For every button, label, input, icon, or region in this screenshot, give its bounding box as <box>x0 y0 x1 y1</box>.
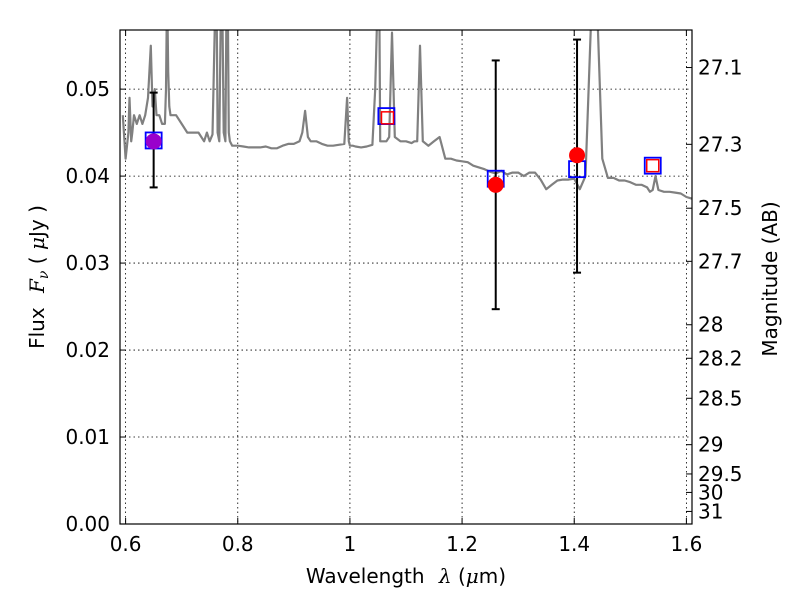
x-tick-label: 1 <box>344 532 357 556</box>
x-tick-label: 1.6 <box>670 532 702 556</box>
y-tick-label: 0.02 <box>65 338 110 362</box>
magnitude-tick-label: 30 <box>698 480 723 504</box>
model-photometry-square <box>643 156 662 175</box>
x-tick-label: 1.4 <box>558 532 590 556</box>
y-tick-label: 0.01 <box>65 425 110 449</box>
y-tick-label: 0.04 <box>65 164 110 188</box>
x-tick-label: 1.2 <box>446 532 478 556</box>
magnitude-tick-label: 27.5 <box>698 196 743 220</box>
model-spectrum-line <box>121 30 692 200</box>
markers <box>144 107 662 193</box>
magnitude-tick-label: 27.3 <box>698 132 743 156</box>
magnitude-tick-label: 27.1 <box>698 56 743 80</box>
predicted-photometry-square <box>645 158 660 173</box>
y-axis: 0.00 0.01 0.02 0.03 0.04 0.05 <box>65 77 126 536</box>
magnitude-tick-label: 28.5 <box>698 386 743 410</box>
magnitude-tick-label: 28.2 <box>698 346 743 370</box>
plot-area <box>120 30 692 524</box>
x-tick-label: 0.6 <box>110 532 142 556</box>
magnitude-tick-label: 27.7 <box>698 249 743 273</box>
y-tick-label: 0.05 <box>65 77 110 101</box>
magnitude-tick-label: 29.5 <box>698 462 743 486</box>
x-tick-label: 0.8 <box>222 532 254 556</box>
magnitude-tick-label: 31 <box>698 499 723 523</box>
magnitude-tick-label: 28 <box>698 313 723 337</box>
axes-frame <box>119 29 693 525</box>
observed-photometry-point <box>487 176 504 193</box>
observed-photometry-point <box>145 133 162 150</box>
y-axis-label: Flux Fν ( μJy ) <box>25 205 53 349</box>
x-axis: 0.6 0.8 1 1.2 1.4 1.6 <box>110 30 702 556</box>
y-tick-label: 0.03 <box>65 251 110 275</box>
x-axis-label: Wavelength λ (μm) <box>306 564 506 588</box>
magnitude-axis-label: Magnitude (AB) <box>758 201 782 356</box>
observed-photometry-point <box>569 147 586 164</box>
y-tick-label: 0.00 <box>65 512 110 536</box>
magnitude-tick-label: 29 <box>698 433 723 457</box>
predicted-photometry-square <box>380 111 395 125</box>
